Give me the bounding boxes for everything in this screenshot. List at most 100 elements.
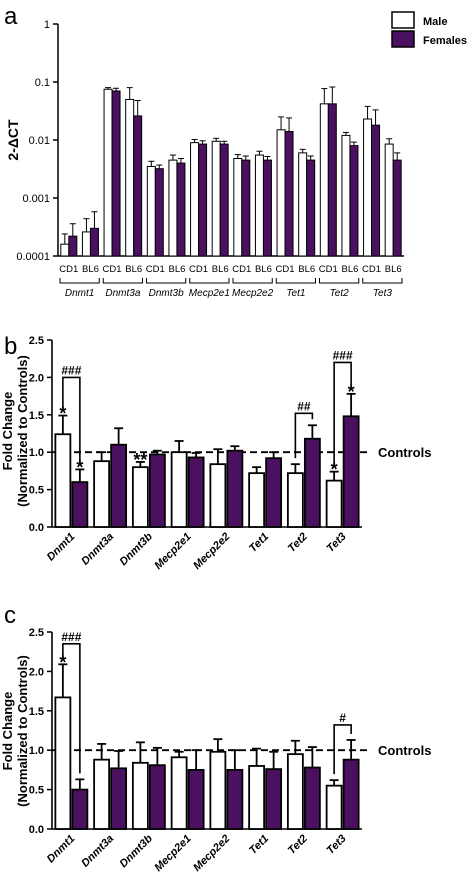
bar-female-mecp2e1 [187, 456, 205, 528]
bar-male-dnmt3a [93, 758, 111, 830]
significance-hash: ### [333, 348, 353, 362]
x-category-label: Mecp2e2 [191, 833, 232, 874]
bar-female-mecp2e2 [226, 769, 244, 830]
bar-female-dnmt3b [148, 453, 166, 528]
x-strain-label: CD1 [189, 264, 208, 275]
y-tick-label: 0.01 [29, 135, 50, 147]
bar-female-dnmt1 [71, 788, 89, 830]
x-category-label: Dnmt3a [79, 531, 116, 568]
bar-male-dnmt3b [131, 761, 149, 830]
x-category-label: Dnmt3b [118, 530, 156, 568]
panel-c-letter: c [4, 602, 16, 629]
y-tick-label: 0.0001 [16, 251, 50, 263]
bar-female-dnmt1-cd1 [68, 235, 78, 257]
significance-bracket [62, 376, 81, 464]
gene-bracket [232, 278, 273, 284]
x-strain-label: BL6 [212, 264, 229, 275]
bar-female-dnmt1-bl6 [89, 227, 99, 257]
x-gene-label: Mecp2e2 [232, 288, 274, 299]
significance-star: ** [133, 450, 147, 470]
bar-female-tet3-bl6 [392, 159, 402, 257]
y-tick-label: 1.5 [29, 410, 44, 422]
x-category-label: Dnmt3a [79, 833, 116, 870]
x-category-label: Mecp2e2 [191, 531, 232, 572]
x-strain-label: CD1 [319, 264, 338, 275]
y-tick-label: 2.0 [29, 666, 44, 678]
bar-male-dnmt3a-bl6 [125, 98, 135, 257]
y-tick-label: 2.0 [29, 372, 44, 384]
bar-female-tet1 [265, 768, 283, 830]
x-category-label: Dnmt1 [45, 833, 78, 866]
bar-male-dnmt1-bl6 [81, 231, 91, 257]
bar-female-mecp2e2-bl6 [262, 159, 272, 257]
gene-bracket [102, 278, 143, 284]
bar-male-mecp2e2-bl6 [254, 154, 264, 257]
gene-bracket [146, 278, 187, 284]
bar-male-dnmt1-cd1 [60, 243, 70, 257]
bar-male-dnmt1 [54, 696, 72, 830]
y-tick-label: 0.0 [29, 824, 44, 836]
x-category-label: Tet2 [286, 531, 310, 555]
bar-female-tet2 [303, 437, 321, 528]
bar-female-tet3 [342, 758, 360, 830]
bar-female-mecp2e1-cd1 [198, 143, 208, 257]
gene-bracket [319, 278, 360, 284]
x-strain-label: CD1 [362, 264, 381, 275]
bar-male-dnmt3a [93, 460, 111, 528]
x-category-label: Dnmt1 [45, 531, 78, 564]
x-gene-label: Mecp2e1 [189, 288, 230, 299]
significance-bracket [333, 361, 352, 466]
bar-male-mecp2e2 [209, 463, 227, 528]
y-tick-label: 1.0 [29, 745, 44, 757]
bar-female-dnmt3a [110, 767, 128, 830]
significance-hash: # [339, 711, 346, 725]
x-strain-label: BL6 [255, 264, 272, 275]
bar-male-tet2 [286, 753, 304, 830]
bar-female-tet2-bl6 [349, 145, 359, 257]
panel-c-ylabel: Fold Change [0, 692, 15, 771]
x-category-label: Mecp2e1 [152, 531, 193, 572]
y-tick-label: 0.1 [35, 77, 50, 89]
bar-female-tet3 [342, 415, 360, 528]
gene-bracket [362, 278, 403, 284]
legend-male-label: Male [423, 16, 447, 28]
bar-male-mecp2e1 [170, 756, 188, 830]
significance-star: * [348, 382, 355, 402]
bar-male-dnmt3b-cd1 [146, 165, 156, 257]
bar-female-dnmt3b [148, 764, 166, 830]
significance-hash: ## [297, 399, 311, 413]
bar-male-dnmt3b [131, 466, 149, 528]
significance-bracket [294, 412, 314, 459]
panel-b-letter: b [4, 333, 17, 360]
significance-star: * [59, 652, 66, 672]
bar-male-dnmt3a-cd1 [103, 88, 113, 257]
bar-female-dnmt3a-cd1 [111, 90, 121, 257]
y-tick-label: 1 [44, 19, 50, 31]
bar-female-dnmt3b-bl6 [176, 162, 186, 257]
x-category-label: Tet3 [325, 833, 349, 857]
x-gene-label: Dnmt3a [105, 288, 140, 299]
panel-b-ylabel2: (Normalized to Controls) [15, 355, 30, 507]
significance-star: * [331, 460, 338, 480]
bar-male-mecp2e2-cd1 [233, 157, 243, 257]
bar-male-mecp2e1 [170, 451, 188, 528]
bar-female-tet2-cd1 [327, 103, 337, 257]
bar-female-tet1-cd1 [284, 131, 294, 257]
x-strain-label: CD1 [59, 264, 78, 275]
bar-female-dnmt1 [71, 481, 89, 528]
bar-male-mecp2e1-cd1 [190, 142, 200, 257]
chart-panel-a: 2-ΔCT Male Females 0.0001 0.001 0.01 0.1 1 C… [5, 11, 467, 299]
bar-female-tet2 [303, 766, 321, 830]
x-gene-label: Dnmt3b [149, 288, 184, 299]
x-strain-label: BL6 [82, 264, 99, 275]
significance-bracket [62, 643, 81, 774]
bar-female-mecp2e2 [226, 449, 244, 528]
x-strain-label: CD1 [146, 264, 165, 275]
x-strain-label: CD1 [276, 264, 295, 275]
bar-male-tet2-bl6 [341, 134, 351, 257]
bar-female-mecp2e1-bl6 [219, 143, 229, 257]
significance-star: * [59, 404, 66, 424]
bar-female-mecp2e2-cd1 [241, 159, 251, 257]
significance-bracket [333, 724, 352, 775]
